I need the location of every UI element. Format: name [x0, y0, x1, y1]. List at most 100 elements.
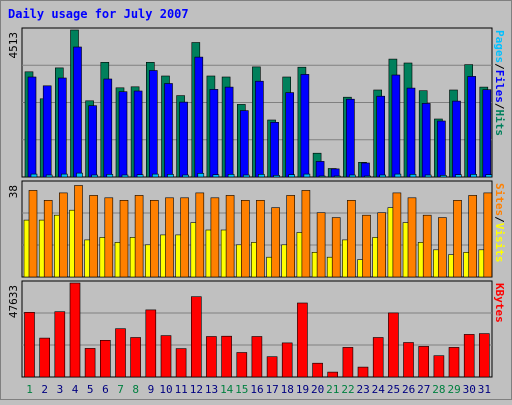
bar-files-day-9	[149, 70, 158, 178]
day-label-12: 12	[190, 383, 203, 396]
panel-visits-sites: 38 Sites/Visits	[7, 180, 506, 278]
bar-kbytes-day-25	[388, 312, 399, 378]
bar-kbytes-day-30	[463, 334, 475, 378]
bar-pages-day-7	[121, 174, 129, 178]
bar-files-day-12	[194, 56, 204, 178]
bar-pages-day-26	[409, 174, 417, 178]
bar-sites-day-9	[150, 200, 159, 278]
day-label-5: 5	[87, 383, 94, 396]
bar-pages-day-11	[182, 174, 189, 178]
bar-files-day-2	[42, 85, 52, 178]
day-label-11: 11	[175, 383, 188, 396]
bar-pages-day-20	[318, 175, 326, 178]
bar-files-day-5	[88, 105, 97, 178]
day-label-16: 16	[250, 383, 263, 396]
bar-kbytes-day-19	[297, 302, 308, 378]
day-label-21: 21	[326, 383, 339, 396]
day-label-3: 3	[57, 383, 64, 396]
bar-files-day-26	[406, 87, 416, 178]
bar-files-day-29	[452, 100, 461, 178]
bar-sites-day-17	[271, 207, 280, 278]
bar-sites-day-31	[483, 192, 493, 278]
day-label-29: 29	[447, 383, 460, 396]
bar-files-day-28	[437, 120, 446, 178]
panel-bars	[23, 185, 493, 278]
panel-legend: Sites/Visits	[493, 183, 506, 263]
bar-files-day-25	[391, 74, 401, 178]
bar-kbytes-day-9	[145, 309, 157, 378]
bar-pages-day-10	[167, 174, 174, 178]
bar-sites-day-1	[28, 190, 38, 278]
bar-kbytes-day-10	[160, 335, 172, 378]
panel-hits-files-pages: 4513 Pages/Files/Hits	[7, 27, 506, 178]
chart-panels: 4513 Pages/Files/Hits 38 Sites/Visits 47633 K…	[7, 27, 506, 378]
bar-pages-day-18	[288, 174, 296, 178]
bar-kbytes-day-20	[312, 362, 323, 378]
day-label-20: 20	[311, 383, 324, 396]
bar-files-day-7	[118, 91, 128, 178]
bar-sites-day-7	[119, 200, 129, 278]
bar-sites-day-22	[347, 200, 356, 278]
day-label-9: 9	[148, 383, 155, 396]
bar-sites-day-5	[89, 195, 98, 278]
legend-separator: /	[493, 103, 506, 110]
bar-kbytes-day-11	[175, 348, 187, 378]
bar-files-day-10	[164, 83, 173, 178]
bar-kbytes-day-5	[84, 348, 96, 378]
legend-separator: /	[493, 63, 506, 70]
bar-kbytes-day-21	[327, 371, 339, 378]
day-label-6: 6	[102, 383, 109, 396]
bar-pages-day-27	[424, 174, 432, 178]
legend-kbytes: KBytes	[493, 283, 506, 323]
bar-pages-day-23	[364, 175, 371, 178]
bar-sites-day-30	[468, 195, 478, 278]
panel-max-label: 38	[7, 185, 20, 198]
bar-kbytes-day-1	[24, 311, 35, 378]
bar-sites-day-6	[104, 197, 114, 278]
chart-title: Daily usage for July 2007	[8, 7, 189, 21]
bar-files-day-1	[27, 76, 37, 178]
bar-pages-day-8	[136, 174, 144, 178]
bar-pages-day-6	[106, 174, 114, 178]
bar-sites-day-12	[195, 192, 205, 278]
panel-bars	[24, 282, 490, 378]
bar-kbytes-day-7	[115, 328, 126, 378]
bar-pages-day-28	[440, 175, 447, 178]
day-label-2: 2	[41, 383, 48, 396]
bar-pages-day-22	[349, 174, 356, 178]
bar-sites-day-19	[301, 190, 311, 278]
bar-kbytes-day-26	[403, 342, 414, 378]
bar-files-day-15	[240, 110, 249, 178]
bar-sites-day-2	[43, 200, 53, 278]
bar-sites-day-4	[74, 185, 83, 278]
bar-sites-day-28	[438, 217, 447, 278]
bar-kbytes-day-12	[191, 296, 202, 378]
bar-files-day-11	[179, 101, 188, 178]
bar-pages-day-15	[243, 174, 250, 178]
legend-pages: Pages	[493, 30, 506, 63]
day-label-13: 13	[205, 383, 218, 396]
bar-sites-day-3	[58, 192, 68, 278]
bar-pages-day-2	[45, 174, 53, 178]
day-label-15: 15	[235, 383, 248, 396]
panel-legend: KBytes	[493, 283, 506, 323]
bar-kbytes-day-3	[54, 311, 66, 378]
day-label-19: 19	[296, 383, 309, 396]
panel-kbytes: 47633 KBytes	[7, 280, 506, 378]
bar-pages-day-1	[30, 173, 38, 178]
bar-files-day-20	[315, 161, 325, 178]
day-label-26: 26	[402, 383, 415, 396]
bar-pages-day-24	[379, 174, 387, 178]
bar-files-day-30	[467, 76, 477, 178]
day-label-17: 17	[266, 383, 279, 396]
bar-sites-day-27	[422, 214, 432, 278]
bar-kbytes-day-14	[221, 335, 232, 378]
bar-files-day-23	[361, 162, 370, 178]
bar-files-day-18	[285, 92, 295, 178]
bar-pages-day-21	[333, 175, 341, 178]
bar-files-day-19	[300, 74, 310, 178]
bar-files-day-17	[270, 122, 279, 178]
bar-pages-day-31	[485, 174, 493, 178]
panel-bars	[24, 29, 493, 178]
